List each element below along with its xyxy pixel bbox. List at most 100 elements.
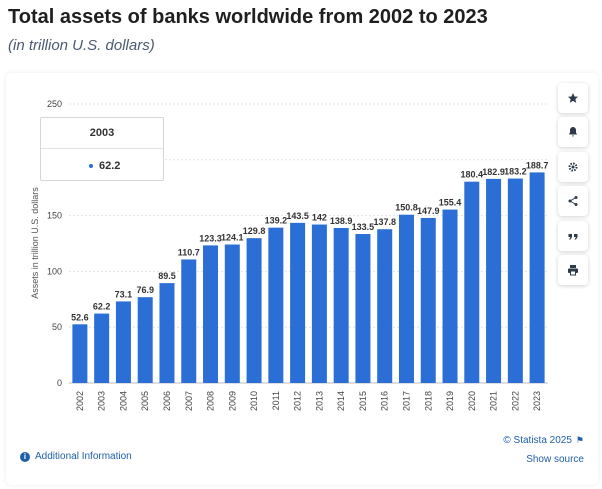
y-tick-label: 100: [47, 266, 62, 276]
share-button[interactable]: [558, 186, 588, 217]
page-title: Total assets of banks worldwide from 200…: [8, 6, 488, 28]
bar-value-label: 124.1: [221, 233, 244, 243]
flag-icon: ⚑: [575, 435, 584, 445]
bar-value-labels: 52.6 62.2 73.1 76.9 89.5 110.7 123.3 124.1129.8…: [71, 160, 548, 322]
tooltip-dot: [89, 163, 93, 168]
star-icon: [568, 93, 578, 103]
x-tick-label: 2002: [75, 391, 85, 411]
additional-information-label: Additional Information: [35, 451, 132, 462]
bar-value-label: 123.3: [199, 233, 222, 243]
y-tick-label: 150: [47, 211, 62, 221]
bar: [529, 172, 545, 383]
bar: [94, 313, 110, 383]
x-tick-label: 2023: [532, 391, 542, 411]
chart-toolbar: [558, 83, 588, 289]
bar: [203, 245, 219, 383]
bar: [355, 234, 371, 383]
chart-bars: [72, 172, 545, 383]
tooltip-row: 62.2: [41, 149, 163, 182]
bar-value-label: 142: [312, 213, 327, 223]
y-tick-label: 50: [52, 322, 62, 332]
x-tick-label: 2009: [227, 391, 237, 411]
bell-icon: [569, 127, 577, 137]
gear-icon: [568, 162, 578, 172]
bar: [159, 283, 175, 383]
bar-value-label: 129.8: [243, 226, 266, 236]
x-tick-label: 2008: [206, 391, 216, 411]
bar-value-label: 182.9: [482, 167, 505, 177]
bar-value-label: 180.4: [461, 170, 484, 180]
x-tick-label: 2003: [97, 391, 107, 411]
bar: [290, 222, 306, 383]
page-subtitle: (in trillion U.S. dollars): [8, 37, 155, 54]
bar: [442, 209, 458, 383]
x-tick-label: 2006: [162, 391, 172, 411]
print-button[interactable]: [558, 254, 588, 285]
x-tick-label: 2013: [314, 391, 324, 411]
bar: [398, 214, 414, 383]
bar-value-label: 89.5: [158, 271, 176, 281]
share-icon: [568, 196, 578, 207]
bar-value-label: 139.2: [265, 216, 288, 226]
bar: [507, 178, 523, 383]
copyright-text: © Statista 2025: [503, 435, 572, 446]
bar: [268, 227, 284, 383]
x-tick-label: 2017: [401, 391, 411, 411]
settings-button[interactable]: [558, 151, 588, 182]
x-tick-label: 2011: [271, 391, 281, 410]
copyright-line: © Statista 2025 ⚑: [503, 435, 584, 446]
x-tick-label: 2021: [489, 391, 499, 411]
bar-value-label: 150.8: [395, 203, 418, 213]
x-tick-label: 2010: [249, 391, 259, 411]
x-tick-label: 2007: [184, 391, 194, 411]
bar-value-label: 76.9: [136, 285, 154, 295]
bar: [464, 181, 480, 383]
chart-tooltip: 2003 62.2: [40, 117, 164, 181]
x-tick-label: 2005: [140, 391, 150, 411]
bar: [137, 297, 153, 383]
info-icon: i: [20, 451, 30, 462]
x-tick-label: 2015: [358, 391, 368, 411]
bar: [333, 227, 349, 383]
bar-value-label: 52.6: [71, 312, 89, 322]
bar-value-label: 137.8: [373, 217, 396, 227]
additional-information-link[interactable]: i Additional Information: [20, 451, 132, 462]
bar: [224, 244, 240, 383]
x-axis-ticks: 2002 2003 2004 2005 2006 2007 2008 2009 2010 2011…: [75, 391, 542, 411]
y-axis-label: Assets in trillion U.S. dollars: [30, 187, 40, 299]
bar: [181, 259, 197, 383]
bar-value-label: 183.2: [504, 167, 527, 177]
bar-value-label: 147.9: [417, 206, 440, 216]
bar: [115, 301, 131, 383]
bar-value-label: 62.2: [93, 302, 111, 312]
bar-value-label: 110.7: [178, 247, 200, 257]
y-tick-label: 0: [57, 378, 62, 388]
notification-button[interactable]: [558, 117, 588, 148]
x-tick-label: 2019: [445, 391, 455, 411]
bar: [420, 217, 436, 383]
x-tick-label: 2012: [293, 391, 303, 411]
x-tick-label: 2020: [467, 391, 477, 411]
favorite-button[interactable]: [558, 83, 588, 113]
bar-value-label: 73.1: [115, 289, 133, 299]
bar-value-label: 138.9: [330, 216, 353, 226]
bar: [246, 238, 262, 383]
bar: [311, 224, 327, 383]
bar: [377, 229, 393, 383]
tooltip-value: 62.2: [99, 159, 121, 172]
bar-value-label: 133.5: [352, 222, 375, 232]
bar: [486, 178, 502, 383]
print-icon: [568, 264, 578, 276]
cite-button[interactable]: [558, 220, 588, 251]
bar: [72, 324, 88, 383]
bar-value-label: 155.4: [439, 198, 462, 208]
x-tick-label: 2018: [423, 391, 433, 411]
x-tick-label: 2004: [118, 391, 128, 411]
show-source-link[interactable]: Show source: [526, 454, 584, 465]
x-tick-label: 2022: [510, 391, 520, 411]
y-tick-label: 250: [47, 99, 62, 109]
bar-value-label: 143.5: [286, 211, 309, 221]
quote-icon: [568, 233, 578, 240]
x-tick-label: 2016: [380, 391, 390, 411]
